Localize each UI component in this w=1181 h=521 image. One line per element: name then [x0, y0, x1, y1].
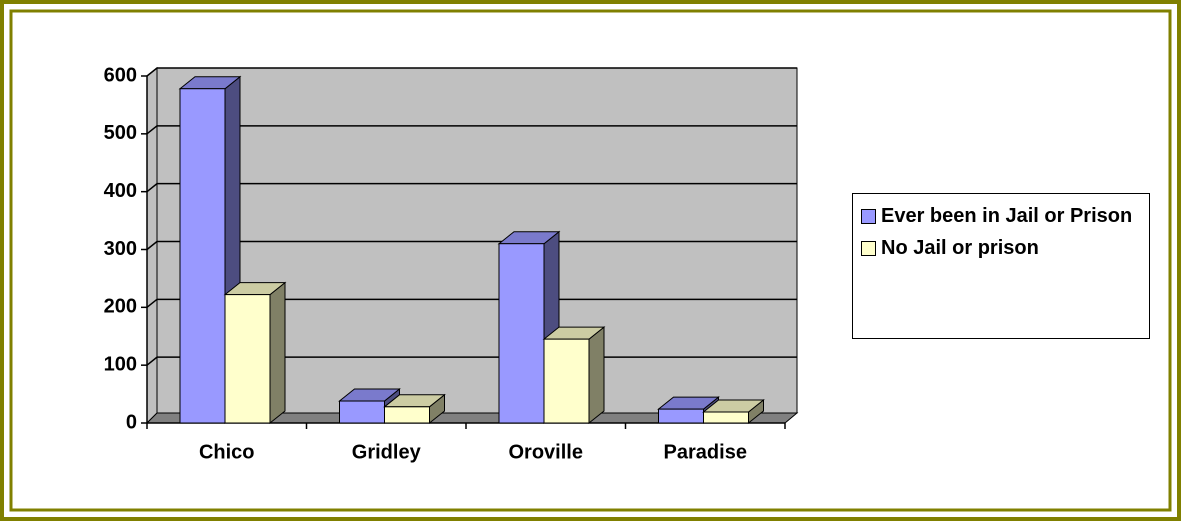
- x-tick-label: Chico: [199, 441, 255, 463]
- bar-side: [269, 281, 286, 425]
- legend-swatch: [861, 209, 876, 224]
- y-tick-label: 500: [104, 122, 137, 144]
- legend-swatch: [861, 241, 876, 256]
- y-tick-label: 400: [104, 180, 137, 202]
- legend: Ever been in Jail or Prison No Jail or pr…: [852, 193, 1150, 339]
- grid-line: [146, 240, 797, 251]
- x-tick-label: Oroville: [509, 441, 583, 463]
- y-tick-label: 600: [104, 64, 137, 86]
- y-tick-label: 0: [126, 411, 137, 433]
- legend-entry: No Jail or prison: [861, 236, 1141, 260]
- y-tick-label: 200: [104, 296, 137, 318]
- bar: [179, 88, 226, 424]
- bar-side: [588, 326, 605, 425]
- grid-line: [146, 125, 797, 135]
- bar: [543, 338, 590, 424]
- y-tick-label: 100: [104, 353, 137, 375]
- grid-line: [146, 67, 797, 77]
- bar: [224, 294, 271, 424]
- legend-entry: Ever been in Jail or Prison: [861, 204, 1141, 228]
- legend-label: No Jail or prison: [881, 237, 1039, 259]
- x-tick-label: Paradise: [664, 441, 747, 463]
- bar: [339, 400, 385, 424]
- legend-label: Ever been in Jail or Prison: [881, 205, 1133, 227]
- bar: [498, 243, 545, 424]
- bar: [658, 408, 704, 424]
- x-tick-label: Gridley: [352, 441, 422, 463]
- bar: [703, 411, 749, 424]
- y-tick-label: 300: [104, 238, 137, 260]
- grid-line: [146, 182, 797, 193]
- inner-border: [9, 9, 1172, 512]
- grid-line: [146, 298, 797, 308]
- bar: [384, 406, 430, 424]
